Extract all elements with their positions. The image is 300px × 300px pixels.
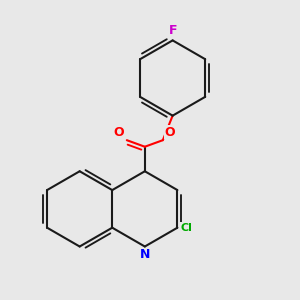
Text: O: O bbox=[164, 125, 175, 139]
Text: O: O bbox=[114, 125, 124, 139]
Text: Cl: Cl bbox=[180, 223, 192, 233]
Text: N: N bbox=[140, 248, 150, 261]
Text: F: F bbox=[168, 24, 177, 37]
